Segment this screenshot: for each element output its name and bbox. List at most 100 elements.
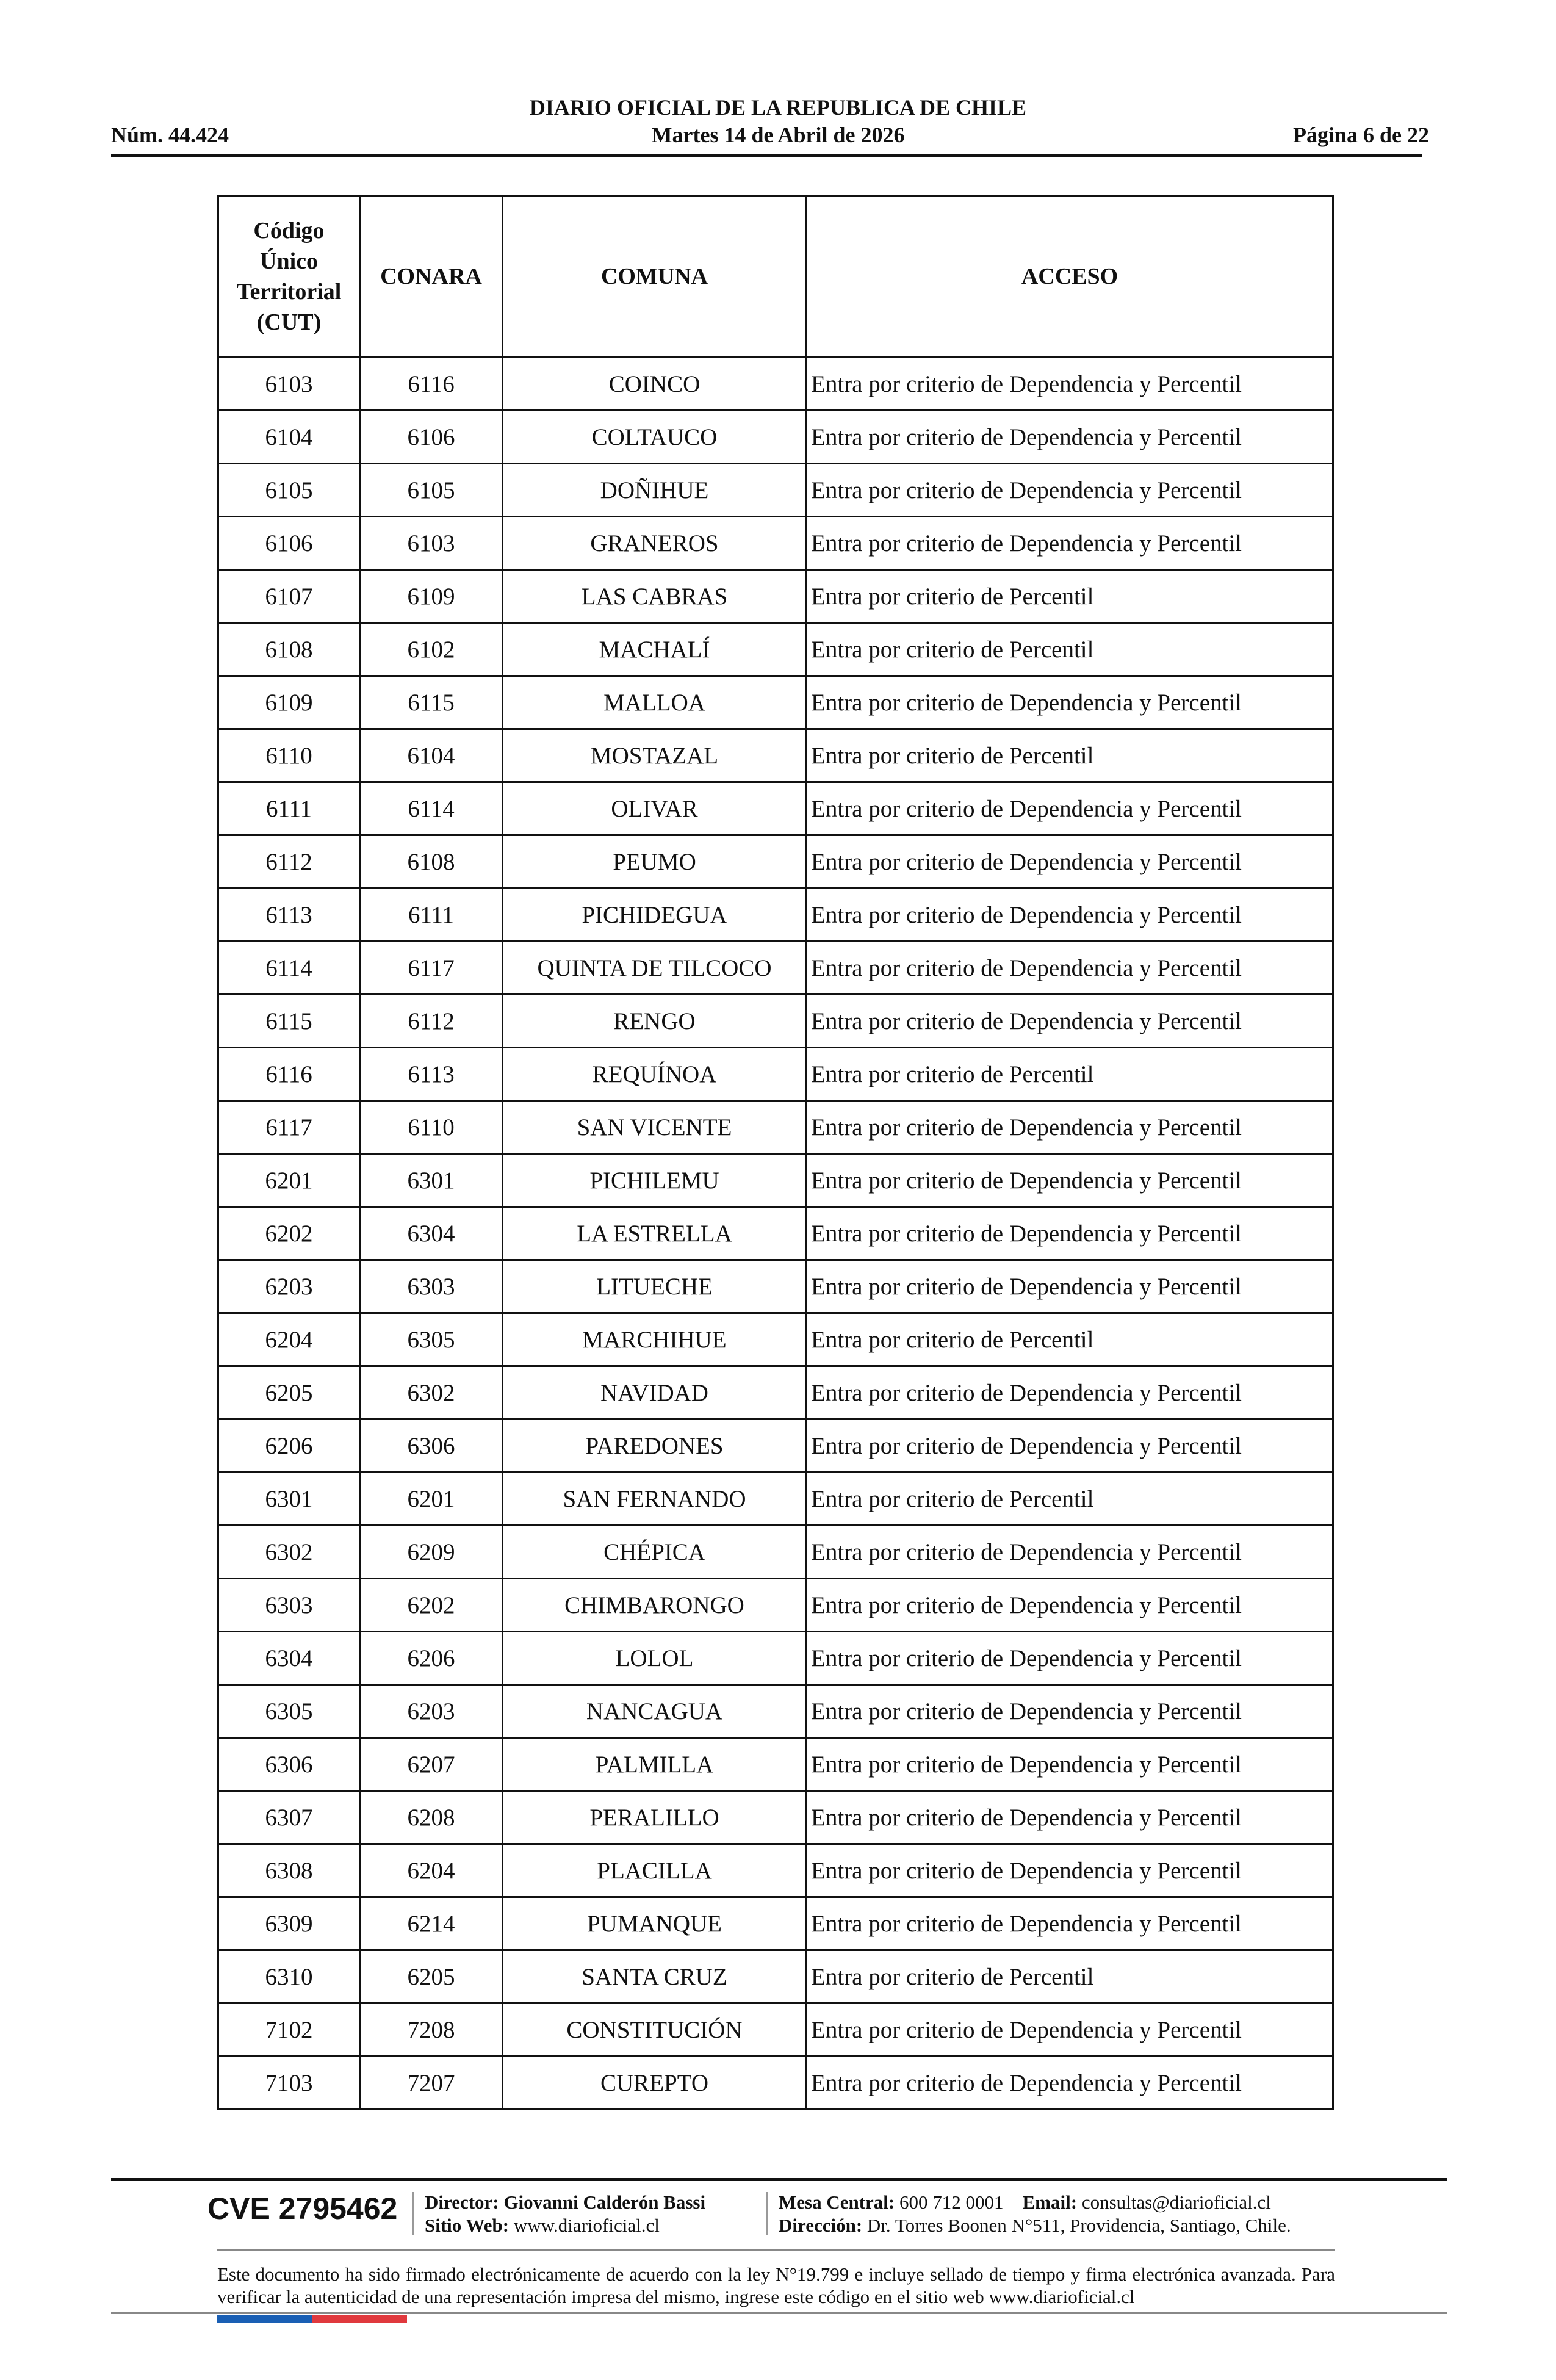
cell-conara: 6117 xyxy=(359,940,503,995)
table-header-row: Código Único Territorial (CUT) CONARA CO… xyxy=(217,195,1334,358)
table-row: 6114 6117 QUINTA DE TILCOCO Entra por crite… xyxy=(217,940,1334,995)
cell-comuna: DOÑIHUE xyxy=(502,463,807,517)
cell-conara: 6214 xyxy=(359,1896,503,1951)
email-link[interactable]: consultas@diarioficial.cl xyxy=(1081,2191,1271,2213)
cell-comuna: CHÉPICA xyxy=(502,1524,807,1579)
cell-conara: 6102 xyxy=(359,622,503,677)
email-label: Email: xyxy=(1022,2191,1078,2213)
cell-cut: 6304 xyxy=(217,1631,361,1686)
cell-cut: 7103 xyxy=(217,2055,361,2110)
address: Dr. Torres Boonen N°511, Providencia, Sa… xyxy=(866,2215,1291,2236)
cell-comuna: MOSTAZAL xyxy=(502,728,807,783)
table-row: 6115 6112 RENGO Entra por criterio de Depen… xyxy=(217,993,1334,1048)
cell-acceso: Entra por criterio de Dependencia y Perc… xyxy=(805,1365,1334,1420)
table-row: 6117 6110 SAN VICENTE Entra por criterio de… xyxy=(217,1100,1334,1155)
cell-acceso: Entra por criterio de Percentil xyxy=(805,1047,1334,1102)
cell-conara: 6113 xyxy=(359,1047,503,1102)
cell-conara: 6205 xyxy=(359,1949,503,2004)
cell-cut: 7102 xyxy=(217,2002,361,2057)
cell-cut: 6303 xyxy=(217,1578,361,1632)
cell-acceso: Entra por criterio de Dependencia y Perc… xyxy=(805,1418,1334,1473)
cell-acceso: Entra por criterio de Dependencia y Perc… xyxy=(805,356,1334,411)
cell-cut: 6115 xyxy=(217,993,361,1048)
signature-disclaimer: Este documento ha sido firmado electróni… xyxy=(217,2263,1335,2307)
director-label: Director: xyxy=(425,2191,499,2213)
cell-conara: 7207 xyxy=(359,2055,503,2110)
cell-conara: 6115 xyxy=(359,675,503,730)
cell-conara: 6305 xyxy=(359,1312,503,1367)
cell-acceso: Entra por criterio de Dependencia y Perc… xyxy=(805,1631,1334,1686)
header-comuna: COMUNA xyxy=(502,195,807,358)
cell-cut: 6116 xyxy=(217,1047,361,1102)
cell-acceso: Entra por criterio de Dependencia y Perc… xyxy=(805,1100,1334,1155)
cell-conara: 6105 xyxy=(359,463,503,517)
cell-comuna: COLTAUCO xyxy=(502,409,807,464)
table-row: 6110 6104 MOSTAZAL Entra por criterio de Pe… xyxy=(217,728,1334,783)
cell-conara: 6204 xyxy=(359,1843,503,1898)
issue-date: Martes 14 de Abril de 2026 xyxy=(651,123,905,147)
cell-conara: 6104 xyxy=(359,728,503,783)
header-acceso: ACCESO xyxy=(805,195,1334,358)
table-row: 6307 6208 PERALILLO Entra por criterio de D… xyxy=(217,1790,1334,1845)
table-row: 6303 6202 CHIMBARONGO Entra por criterio de… xyxy=(217,1578,1334,1632)
cell-conara: 6301 xyxy=(359,1153,503,1208)
cell-comuna: LITUECHE xyxy=(502,1259,807,1314)
cell-acceso: Entra por criterio de Dependencia y Perc… xyxy=(805,887,1334,942)
phone-label: Mesa Central: xyxy=(779,2191,895,2213)
header-divider xyxy=(111,154,1422,157)
cell-acceso: Entra por criterio de Dependencia y Perc… xyxy=(805,675,1334,730)
table-row: 6202 6304 LA ESTRELLA Entra por criterio de… xyxy=(217,1206,1334,1261)
web-label: Sitio Web: xyxy=(425,2215,510,2236)
table-row: 6310 6205 SANTA CRUZ Entra por criterio de … xyxy=(217,1949,1334,2004)
table-row: 6308 6204 PLACILLA Entra por criterio de De… xyxy=(217,1843,1334,1898)
cell-cut: 6305 xyxy=(217,1684,361,1739)
cell-comuna: LA ESTRELLA xyxy=(502,1206,807,1261)
footer-separator xyxy=(766,2192,768,2235)
cell-acceso: Entra por criterio de Percentil xyxy=(805,1471,1334,1526)
cell-acceso: Entra por criterio de Percentil xyxy=(805,569,1334,624)
header-conara: CONARA xyxy=(359,195,503,358)
table-row: 7102 7208 CONSTITUCIÓN Entra por criterio d… xyxy=(217,2002,1334,2057)
director-name: Giovanni Calderón Bassi xyxy=(503,2191,706,2213)
comunas-table: Código Único Territorial (CUT) CONARA CO… xyxy=(217,195,1334,2110)
cell-cut: 6306 xyxy=(217,1737,361,1792)
cell-conara: 6108 xyxy=(359,834,503,889)
cell-acceso: Entra por criterio de Dependencia y Perc… xyxy=(805,1896,1334,1951)
cell-conara: 6112 xyxy=(359,993,503,1048)
newspaper-title: DIARIO OFICIAL DE LA REPUBLICA DE CHILE xyxy=(529,95,1027,120)
footer-divider xyxy=(217,2249,1335,2251)
table-row: 6205 6302 NAVIDAD Entra por criterio de Dep… xyxy=(217,1365,1334,1420)
cell-comuna: GRANEROS xyxy=(502,516,807,571)
cell-comuna: MARCHIHUE xyxy=(502,1312,807,1367)
cell-conara: 6207 xyxy=(359,1737,503,1792)
cell-cut: 6204 xyxy=(217,1312,361,1367)
cell-cut: 6105 xyxy=(217,463,361,517)
cell-comuna: PEUMO xyxy=(502,834,807,889)
footer-contact-block: Mesa Central: 600 712 0001 Email: consul… xyxy=(779,2191,1291,2237)
table-row: 6113 6111 PICHIDEGUA Entra por criterio de … xyxy=(217,887,1334,942)
cell-cut: 6108 xyxy=(217,622,361,677)
cell-acceso: Entra por criterio de Dependencia y Perc… xyxy=(805,1737,1334,1792)
cell-cut: 6111 xyxy=(217,781,361,836)
table-row: 6304 6206 LOLOL Entra por criterio de Depen… xyxy=(217,1631,1334,1686)
table-row: 6109 6115 MALLOA Entra por criterio de Depe… xyxy=(217,675,1334,730)
table-row: 6201 6301 PICHILEMU Entra por criterio de D… xyxy=(217,1153,1334,1208)
cell-comuna: PICHIDEGUA xyxy=(502,887,807,942)
issue-number: Núm. 44.424 xyxy=(111,123,229,147)
cell-acceso: Entra por criterio de Dependencia y Perc… xyxy=(805,1684,1334,1739)
cell-comuna: MALLOA xyxy=(502,675,807,730)
table-row: 6306 6207 PALMILLA Entra por criterio de De… xyxy=(217,1737,1334,1792)
cell-comuna: CHIMBARONGO xyxy=(502,1578,807,1632)
cell-comuna: PICHILEMU xyxy=(502,1153,807,1208)
table-row: 6112 6108 PEUMO Entra por criterio de Depen… xyxy=(217,834,1334,889)
cell-comuna: PALMILLA xyxy=(502,1737,807,1792)
cell-cut: 6202 xyxy=(217,1206,361,1261)
cell-cut: 6201 xyxy=(217,1153,361,1208)
flag-stripe-red xyxy=(312,2315,407,2323)
cell-acceso: Entra por criterio de Dependencia y Perc… xyxy=(805,834,1334,889)
cell-acceso: Entra por criterio de Dependencia y Perc… xyxy=(805,2002,1334,2057)
table-row: 6111 6114 OLIVAR Entra por criterio de Depe… xyxy=(217,781,1334,836)
table-row: 6108 6102 MACHALÍ Entra por criterio de Per… xyxy=(217,622,1334,677)
cell-acceso: Entra por criterio de Dependencia y Perc… xyxy=(805,409,1334,464)
web-link[interactable]: www.diarioficial.cl xyxy=(513,2215,660,2236)
